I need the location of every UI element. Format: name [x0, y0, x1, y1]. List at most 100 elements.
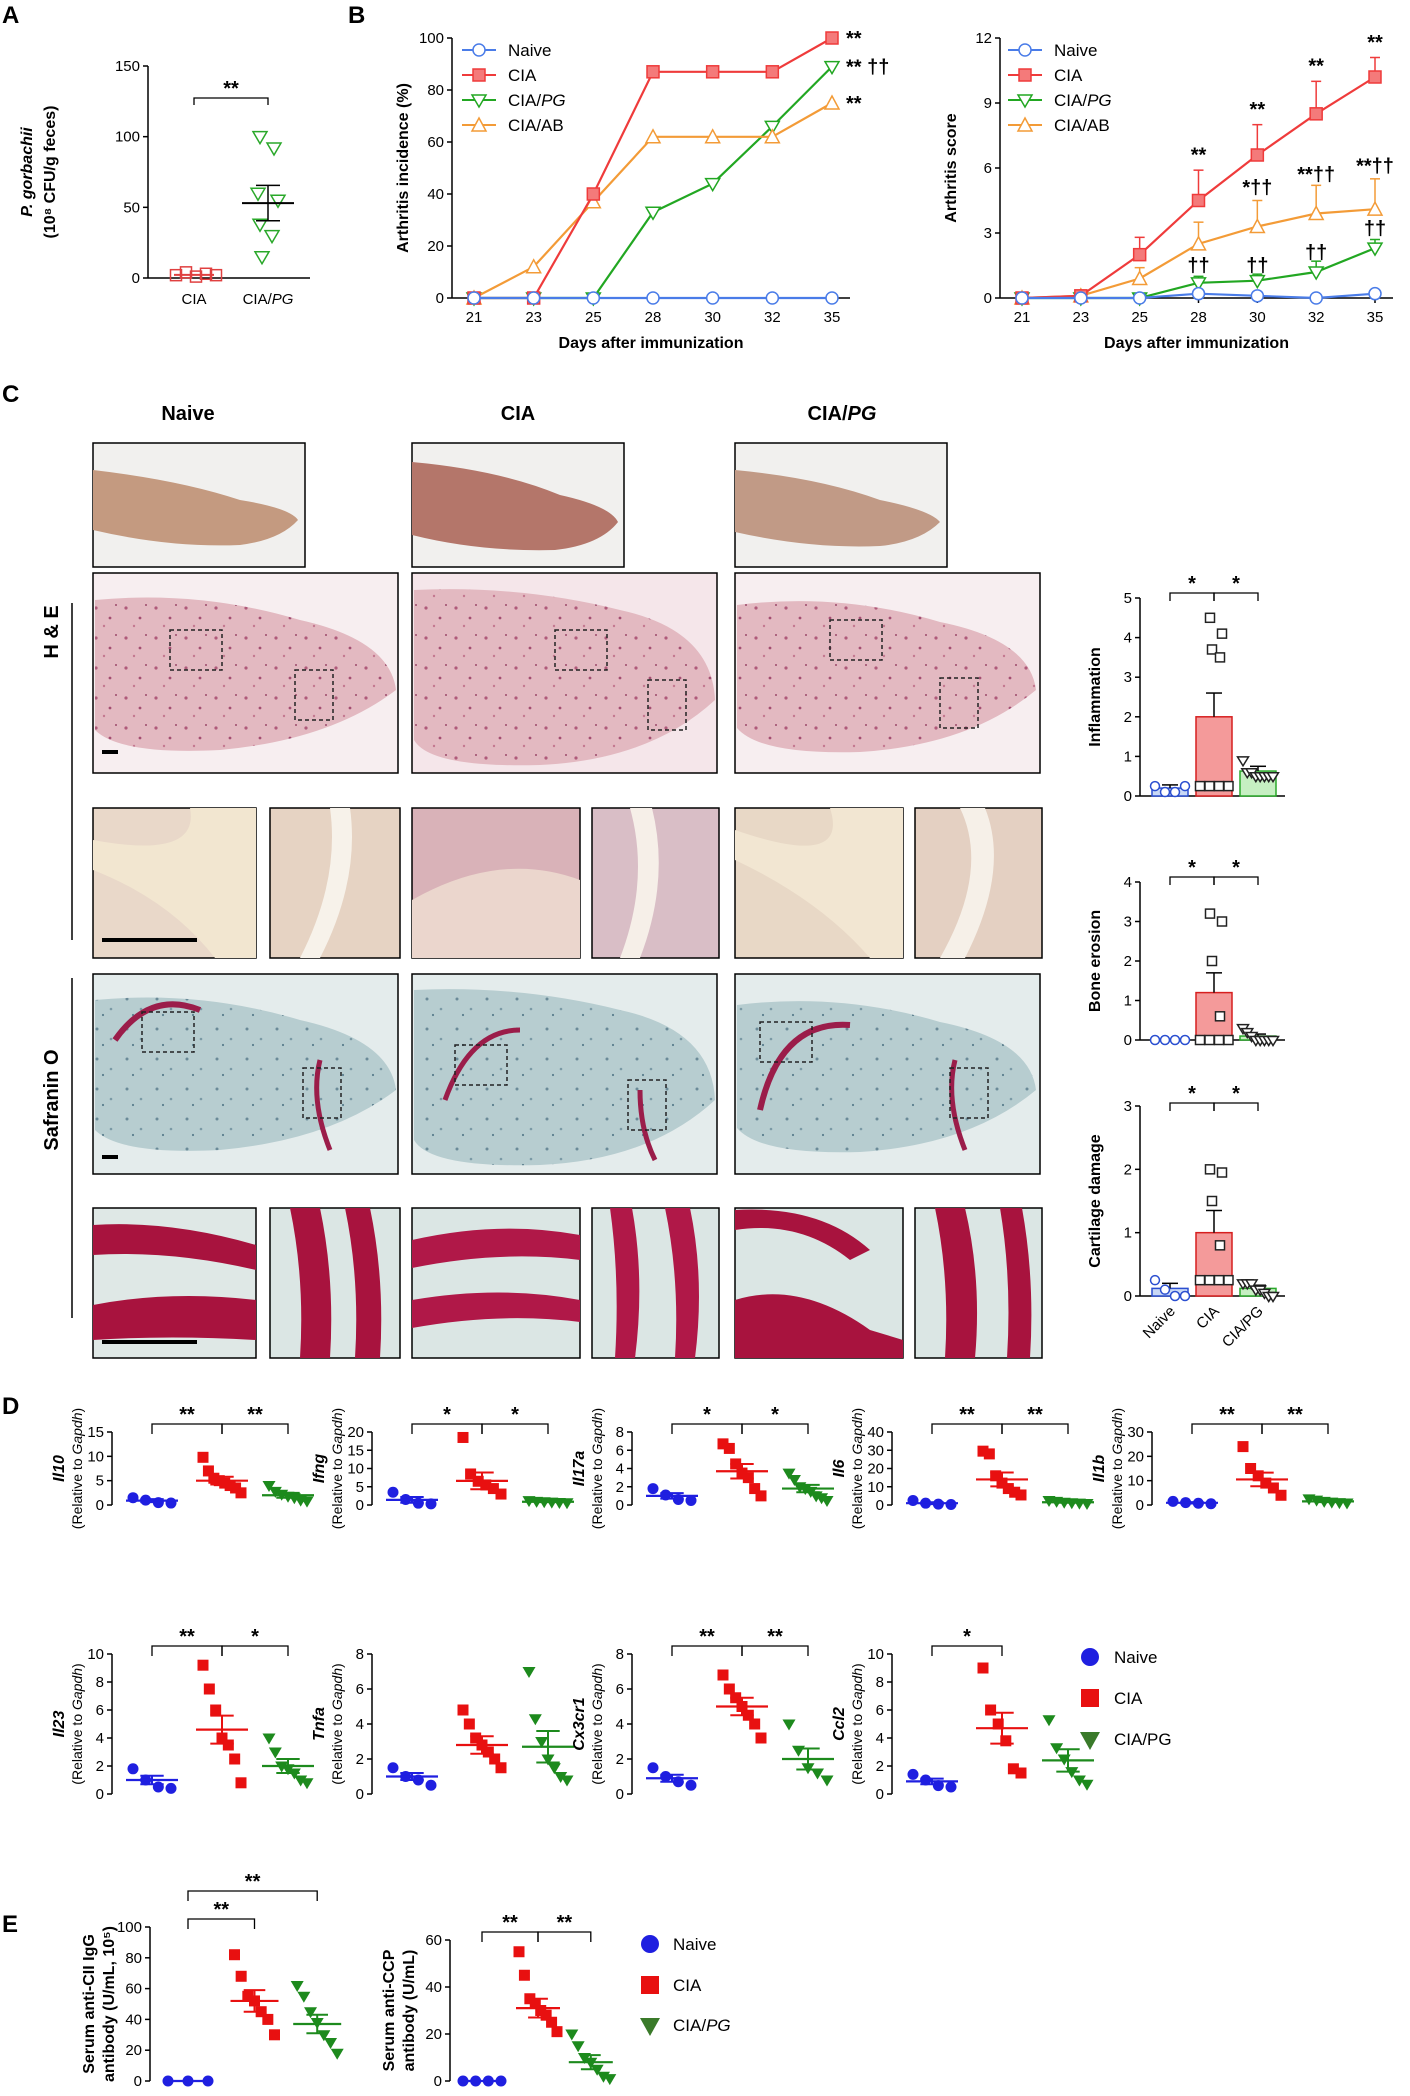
- d1-sig-1-bracket: [221, 1423, 289, 1434]
- d9-y-tick-label-3: 6: [876, 1702, 884, 1719]
- b2-annotation-2: **: [1308, 56, 1324, 78]
- d8-point-2-0: [782, 1719, 796, 1731]
- d7-y-subtitle-end: ): [329, 1663, 345, 1668]
- e2-y-title-l2-main: antibody (U/mL): [401, 1950, 418, 2072]
- d8-y-tick-label-4: 8: [616, 1646, 624, 1663]
- c3-sig-1-bracket: [1213, 1102, 1259, 1111]
- d2-sig-0-label: *: [443, 1404, 451, 1426]
- d4-point-1-0: [977, 1445, 989, 1457]
- c3-point-0-2: [1169, 1290, 1181, 1302]
- e1-y-title-l2-end: ): [101, 1926, 118, 1931]
- b2-y-tick-label-0: 0: [984, 290, 992, 307]
- d4-point-0-0: [907, 1494, 919, 1506]
- c1-point-1-1: [1216, 628, 1228, 639]
- c3-point-1-4: [1194, 1274, 1206, 1286]
- b2-series-naive-point-3: [1191, 286, 1206, 301]
- d2-y-subtitle-plain: (Relative to: [329, 1455, 345, 1530]
- e1-sig-0-bracket: [187, 1918, 256, 1929]
- d9-point-0-2: [932, 1780, 944, 1792]
- d6-y-tick-label-3: 6: [96, 1702, 104, 1719]
- c3-sig-1-label: *: [1232, 1083, 1240, 1105]
- e1-point-1-0: [229, 1949, 240, 1961]
- chart-d-tnfa: 0 2 4 6 8 Tnfa (Relative to Gapdh): [311, 1646, 574, 1803]
- d7-point-2-6: [560, 1775, 574, 1787]
- d8-point-2-1: [792, 1745, 805, 1757]
- d9-point-2-4: [1072, 1775, 1086, 1787]
- b1-series-naive-point-6: [825, 291, 839, 305]
- a-x-label-plain-1: CIA/: [243, 291, 273, 308]
- panel-label-c: C: [2, 381, 19, 408]
- chart-c-bone-erosion: 0 1 2 3 4 Bone erosion * *: [1087, 857, 1285, 1049]
- d6-sig-1-label: *: [251, 1626, 259, 1648]
- c1-y-tick-label-3: 3: [1124, 669, 1132, 686]
- legend-d: Naive CIA CIA/PG: [1080, 1648, 1172, 1750]
- c1-y-tick-label-4: 4: [1124, 630, 1132, 647]
- paw-photo-naive: [92, 442, 306, 568]
- d4-point-1-5: [1009, 1486, 1021, 1498]
- b2-series-naive-point-1: [1074, 291, 1088, 305]
- b1-y-tick-label-2: 40: [427, 186, 444, 203]
- d8-y-subtitle-end: ): [589, 1663, 605, 1668]
- c1-sig-0-label: *: [1188, 573, 1196, 595]
- b2-legend-label-1: CIA: [1054, 66, 1083, 85]
- c1-point-0-3: [1179, 780, 1191, 792]
- c2-point-1-7: [1223, 1034, 1234, 1046]
- d4-y-subtitle-italic: Gapdh: [849, 1412, 865, 1454]
- d5-point-1-5: [1275, 1489, 1287, 1501]
- c3-point-1-3: [1214, 1240, 1226, 1251]
- c-row-label-he: H & E: [41, 605, 63, 658]
- d6-point-1-2: [210, 1704, 222, 1716]
- e1-y-tick-label-2: 40: [125, 2011, 142, 2028]
- d9-point-1-4: [1007, 1763, 1019, 1775]
- d3-sig-1-bracket: [741, 1423, 809, 1434]
- d3-y-tick-label-1: 2: [616, 1479, 624, 1496]
- b2-series-cia-ab-point-6: [1366, 200, 1384, 216]
- c1-point-0-2: [1169, 786, 1181, 798]
- b2-legend-marker-0: [1018, 43, 1032, 57]
- d5-point-1-4: [1267, 1482, 1279, 1494]
- he-section-cia: [411, 572, 718, 774]
- a-y-tick-label-2: 100: [115, 129, 140, 146]
- b1-series-naive-point-2: [586, 291, 601, 305]
- d3-point-1-1: [723, 1442, 735, 1454]
- a-y-tick-label-3: 150: [115, 58, 140, 75]
- e1-point-2-2: [304, 2007, 318, 2019]
- chart-e-anti-ccp: 0 20 40 60 ** ** Serum anti-CCP antibody (U/mL): [381, 1912, 617, 2090]
- b1-series-cia-point-3: [646, 65, 660, 79]
- d1-point-2-6: [300, 1496, 314, 1508]
- paw-photo-cia: [411, 442, 625, 568]
- b1-y-tick-label-3: 60: [427, 134, 444, 151]
- a-x-label-1: CIA/PG: [243, 291, 294, 308]
- d3-y-tick-label-2: 4: [616, 1461, 624, 1478]
- c2-point-1-0: [1204, 908, 1216, 919]
- b2-legend-label-3: CIA/AB: [1054, 116, 1110, 135]
- d7-point-1-1: [463, 1718, 475, 1730]
- chart-a-p-gorbachii: 0 50 100 150 P. gorbachii (10⁸ CFU/g feces) CI…: [19, 58, 310, 308]
- b2-series-naive-point-0: [1015, 291, 1029, 305]
- b2-series-cia-ab-point-5: [1307, 204, 1325, 221]
- d6-point-1-6: [235, 1777, 247, 1789]
- e1-sig-0-label: **: [213, 1899, 229, 1921]
- d5-point-2-5: [1340, 1498, 1354, 1510]
- c2-y-tick-label-4: 4: [1124, 874, 1132, 891]
- d3-point-1-6: [755, 1490, 767, 1502]
- c1-point-0-1: [1159, 786, 1171, 798]
- b2-y-tick-label-4: 12: [975, 30, 992, 47]
- chart-d-cx3cr1: 0 2 4 6 8 ** ** Cx3cr1 (Relative to Gapdh): [571, 1626, 834, 1803]
- d1-point-2-1: [268, 1486, 282, 1498]
- d3-y-tick-label-3: 6: [616, 1442, 624, 1459]
- d3-point-0-0: [647, 1483, 659, 1495]
- b1-legend-label-plain-2: CIA/: [508, 91, 541, 110]
- c2-point-1-5: [1204, 1034, 1215, 1046]
- d8-sig-0-label: **: [699, 1626, 715, 1648]
- e2-point-1-1: [518, 1969, 530, 1981]
- d9-gene-title: Ccl2: [831, 1707, 848, 1741]
- c3-point-0-1: [1159, 1284, 1171, 1295]
- c1-point-1-7: [1223, 780, 1234, 792]
- d2-y-subtitle-italic: Gapdh: [329, 1412, 345, 1454]
- b1-legend-marker-3: [470, 116, 488, 132]
- b1-y-tick-label-1: 20: [427, 238, 444, 255]
- a-y-tick-label-0: 0: [132, 270, 140, 287]
- b2-legend-marker-1: [1018, 68, 1032, 82]
